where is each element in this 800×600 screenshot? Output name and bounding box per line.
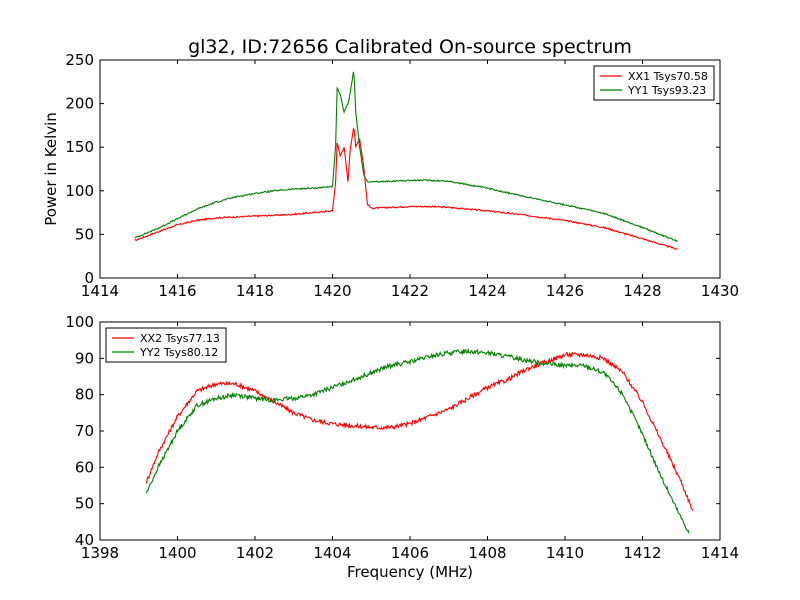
y-axis-label: Power in Kelvin	[42, 112, 60, 226]
x-tick-label: 1408	[468, 544, 506, 562]
series-line-xx1	[134, 127, 678, 250]
bottom-panel: 1398 1400 1402 1404 1406 1408 1410 1412 1414 40 50…	[65, 313, 739, 581]
x-tick-label: 1414	[81, 282, 119, 300]
chart-title: gl32, ID:72656 Calibrated On-source spec…	[188, 36, 632, 58]
y-tick-label: 50	[75, 225, 94, 243]
x-tick-label: 1416	[158, 282, 196, 300]
x-tick-label: 1430	[701, 282, 739, 300]
x-tick-label: 1414	[701, 544, 739, 562]
y-tick-label: 100	[65, 182, 94, 200]
x-tick-label: 1428	[623, 282, 661, 300]
y-tick-label: 90	[75, 349, 94, 367]
y-tick-label: 70	[75, 422, 94, 440]
legend-label: XX2 Tsys77.13	[140, 332, 220, 345]
y-tick-label: 40	[75, 531, 94, 549]
legend-label: XX1 Tsys70.58	[628, 70, 708, 83]
x-tick-label: 1400	[158, 544, 196, 562]
x-tick-label: 1406	[391, 544, 429, 562]
x-tick-label: 1402	[236, 544, 274, 562]
series-line-xx2	[145, 351, 694, 511]
x-tick-label: 1422	[391, 282, 429, 300]
y-tick-label: 200	[65, 95, 94, 113]
y-tick-label: 150	[65, 138, 94, 156]
x-tick-label: 1418	[236, 282, 274, 300]
x-axis-label: Frequency (MHz)	[347, 563, 473, 581]
y-tick-label: 80	[75, 386, 94, 404]
x-tick-label: 1426	[546, 282, 584, 300]
x-tick-label: 1412	[623, 544, 661, 562]
y-tick-label: 50	[75, 495, 94, 513]
legend-label: YY1 Tsys93.23	[627, 84, 706, 97]
top-panel: 1414 1416 1418 1420 1422 1424 1426 1428 1430 0 50 1…	[42, 51, 739, 300]
legend-box	[105, 327, 227, 363]
legend-label: YY2 Tsys80.12	[139, 346, 218, 359]
series-line-yy2	[145, 347, 690, 534]
x-tick-label: 1420	[313, 282, 351, 300]
x-tick-label: 1398	[81, 544, 119, 562]
x-tick-label: 1404	[313, 544, 351, 562]
x-tick-label: 1410	[546, 544, 584, 562]
y-tick-label: 250	[65, 51, 94, 69]
y-tick-label: 100	[65, 313, 94, 331]
x-tick-label: 1424	[468, 282, 506, 300]
legend-box	[593, 65, 715, 101]
series-line-yy1	[134, 71, 678, 243]
y-tick-label: 60	[75, 458, 94, 476]
y-tick-label: 0	[84, 269, 94, 287]
